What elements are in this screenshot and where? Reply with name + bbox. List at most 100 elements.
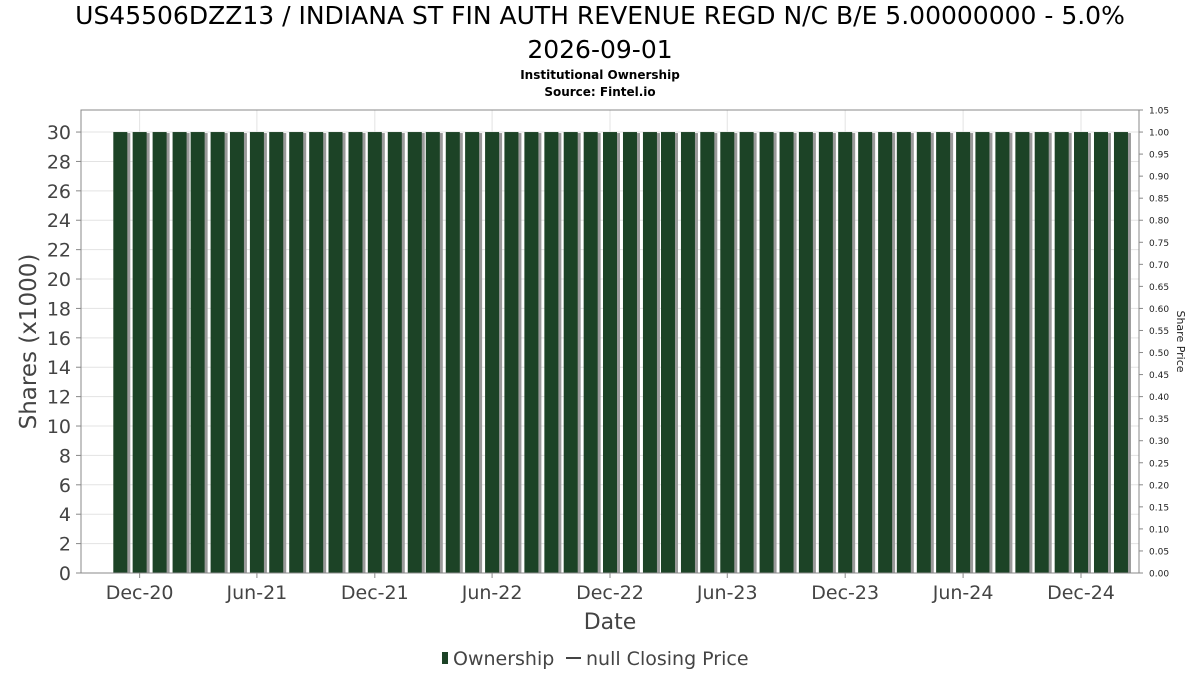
y-tick-label: 4 xyxy=(59,504,71,526)
ownership-bar xyxy=(485,132,500,574)
ownership-bar xyxy=(1074,132,1089,574)
ownership-bar xyxy=(387,132,402,574)
y-tick-label: 30 xyxy=(47,122,71,144)
ownership-bar xyxy=(563,132,578,574)
ownership-bar xyxy=(739,132,754,574)
y2-tick-label: 0.20 xyxy=(1149,481,1169,491)
x-tick-label: Jun-24 xyxy=(932,582,994,604)
y2-tick-label: 0.95 xyxy=(1149,151,1169,161)
ownership-bar xyxy=(1093,132,1108,574)
y2-tick-label: 0.10 xyxy=(1149,525,1169,535)
y2-axis-title: Share Price xyxy=(1174,310,1187,372)
chart-title-line-2: 2026-09-01 xyxy=(527,35,673,64)
x-axis-title: Date xyxy=(584,610,637,635)
x-tick-label: Dec-20 xyxy=(106,582,174,604)
ownership-bar xyxy=(328,132,343,574)
y2-tick-label: 0.70 xyxy=(1149,261,1169,271)
ownership-bar xyxy=(465,132,480,574)
legend-ownership-label: Ownership xyxy=(453,648,554,670)
y-tick-label: 20 xyxy=(47,269,71,291)
y-tick-label: 6 xyxy=(59,475,71,497)
x-tick-label: Dec-21 xyxy=(341,582,409,604)
ownership-bar xyxy=(956,132,971,574)
y2-tick-label: 0.65 xyxy=(1149,283,1169,293)
y-tick-label: 0 xyxy=(59,563,71,585)
y2-tick-label: 0.85 xyxy=(1149,195,1169,205)
ownership-bar xyxy=(1015,132,1030,574)
ownership-bar xyxy=(425,132,440,574)
y2-tick-label: 0.00 xyxy=(1149,570,1169,580)
ownership-bar xyxy=(348,132,363,574)
y-tick-label: 12 xyxy=(47,387,71,409)
ownership-bar xyxy=(818,132,833,574)
y2-tick-label: 0.75 xyxy=(1149,239,1169,249)
chart-subtitle: Institutional Ownership xyxy=(520,68,680,82)
ownership-bar xyxy=(583,132,598,574)
ownership-bar xyxy=(504,132,519,574)
x-tick-label: Jun-23 xyxy=(696,582,758,604)
ownership-bar xyxy=(445,132,460,574)
ownership-bar xyxy=(1113,132,1128,574)
ownership-bar xyxy=(622,132,637,574)
y2-tick-label: 0.90 xyxy=(1149,173,1169,183)
ownership-bar xyxy=(936,132,951,574)
legend-price-label: null Closing Price xyxy=(586,648,749,670)
ownership-bar xyxy=(152,132,167,574)
x-tick-label: Dec-22 xyxy=(576,582,644,604)
y-tick-label: 14 xyxy=(47,357,71,379)
x-tick-label: Dec-24 xyxy=(1047,582,1115,604)
ownership-bar xyxy=(544,132,559,574)
ownership-bar xyxy=(896,132,911,574)
ownership-bar xyxy=(858,132,873,574)
y-tick-label: 8 xyxy=(59,445,71,467)
x-tick-label: Jun-21 xyxy=(226,582,288,604)
y2-tick-label: 0.45 xyxy=(1149,371,1169,381)
y-tick-label: 18 xyxy=(47,298,71,320)
y-tick-label: 24 xyxy=(47,210,71,232)
y-tick-label: 28 xyxy=(47,151,71,173)
ownership-bar xyxy=(603,132,617,574)
y2-tick-label: 1.00 xyxy=(1149,129,1169,139)
ownership-bar xyxy=(878,132,893,574)
y2-tick-label: 0.35 xyxy=(1149,415,1169,425)
ownership-bar xyxy=(172,132,187,574)
x-tick-label: Dec-23 xyxy=(811,582,879,604)
y2-tick-label: 0.50 xyxy=(1149,349,1169,359)
ownership-bar xyxy=(113,132,128,574)
y-tick-label: 10 xyxy=(47,416,71,438)
ownership-bar xyxy=(975,132,990,574)
ownership-bar xyxy=(916,132,931,574)
ownership-bar xyxy=(759,132,774,574)
ownership-bar xyxy=(798,132,813,574)
y-tick-label: 26 xyxy=(47,181,71,203)
ownership-bar xyxy=(289,132,304,574)
y-tick-label: 2 xyxy=(59,534,71,556)
ownership-bar xyxy=(1034,132,1049,574)
ownership-bar xyxy=(269,132,284,574)
ownership-bar xyxy=(132,132,147,574)
ownership-bar xyxy=(524,132,539,574)
y2-tick-label: 0.30 xyxy=(1149,437,1169,447)
y-tick-label: 16 xyxy=(47,328,71,350)
y2-tick-label: 0.25 xyxy=(1149,459,1169,469)
ownership-bar xyxy=(309,132,324,574)
legend-ownership-swatch xyxy=(442,652,448,664)
ownership-bar xyxy=(720,132,735,574)
y2-tick-label: 0.40 xyxy=(1149,393,1169,403)
ownership-bar xyxy=(190,132,205,574)
ownership-bar xyxy=(1054,132,1069,574)
ownership-bar xyxy=(680,132,695,574)
y2-tick-label: 0.05 xyxy=(1149,547,1169,557)
ownership-bar xyxy=(642,132,657,574)
x-tick-label: Jun-22 xyxy=(461,582,523,604)
y2-tick-label: 0.15 xyxy=(1149,503,1169,513)
ownership-bar xyxy=(660,132,675,574)
ownership-bar xyxy=(838,132,853,574)
y-tick-label: 22 xyxy=(47,240,71,262)
ownership-bar xyxy=(995,132,1010,574)
ownership-bar xyxy=(779,132,794,574)
y2-tick-label: 0.55 xyxy=(1149,327,1169,337)
y2-tick-label: 0.80 xyxy=(1149,217,1169,227)
ownership-bar xyxy=(700,132,715,574)
